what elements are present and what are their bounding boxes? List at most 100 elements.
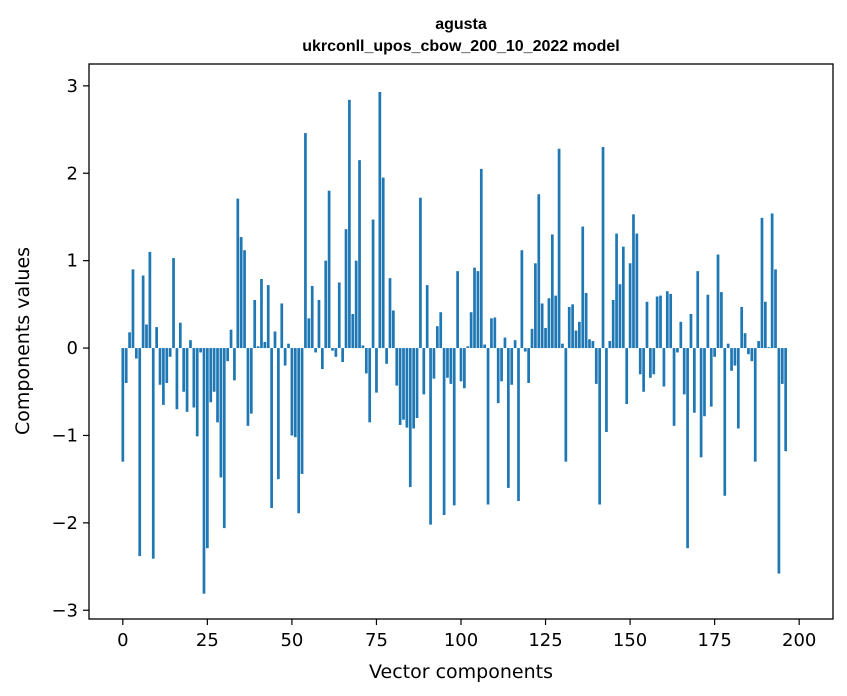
- bar: [561, 343, 564, 349]
- bar: [233, 348, 236, 381]
- bar: [743, 333, 747, 349]
- bar: [290, 348, 294, 436]
- bar: [141, 275, 145, 349]
- bar: [713, 348, 716, 357]
- bar: [128, 332, 131, 349]
- bar: [249, 348, 253, 414]
- bar: [236, 198, 240, 349]
- bar: [720, 292, 723, 349]
- bar: [277, 348, 280, 480]
- bar: [422, 348, 426, 395]
- bar: [473, 267, 476, 349]
- bar: [463, 348, 466, 389]
- bar: [709, 348, 713, 407]
- bar: [199, 348, 202, 353]
- bar: [706, 294, 710, 349]
- bar: [692, 348, 696, 413]
- bar: [645, 301, 649, 349]
- bar: [611, 299, 615, 349]
- bar: [206, 348, 209, 549]
- y-tick-label: 1: [67, 251, 78, 272]
- bar: [625, 348, 629, 404]
- bar: [517, 348, 520, 502]
- bar: [354, 260, 358, 349]
- bar: [364, 348, 368, 374]
- bar: [138, 348, 142, 557]
- bar: [432, 348, 436, 379]
- bar: [750, 348, 754, 362]
- y-tick-label: −3: [51, 600, 78, 621]
- bar: [635, 233, 639, 349]
- bar: [398, 348, 402, 425]
- bar: [402, 348, 405, 420]
- bar: [415, 348, 419, 418]
- bar: [723, 348, 727, 496]
- bar: [784, 348, 788, 452]
- bar: [672, 348, 676, 426]
- bar: [638, 348, 642, 375]
- bar: [605, 348, 608, 432]
- bar: [676, 348, 679, 353]
- bar: [260, 279, 263, 349]
- bar: [540, 303, 544, 349]
- bar: [435, 326, 439, 349]
- bar: [767, 347, 771, 349]
- x-tick-label: 50: [280, 630, 303, 651]
- bar: [246, 348, 250, 426]
- bar: [726, 343, 730, 349]
- y-axis-ticks: −3 −2 −1 0 1 2 3: [51, 76, 89, 621]
- bar: [351, 313, 355, 349]
- bar: [659, 295, 662, 349]
- chart-title-line2: ukrconll_upos_cbow_200_10_2022 model: [302, 38, 619, 55]
- bar: [655, 296, 659, 349]
- bar: [412, 348, 416, 429]
- bar: [632, 214, 635, 349]
- y-tick-label: −1: [51, 425, 78, 446]
- chart-title-line1: agusta: [435, 16, 487, 33]
- bar: [510, 348, 514, 385]
- bar: [452, 348, 456, 506]
- bar: [696, 271, 700, 349]
- bar: [730, 348, 733, 371]
- bar: [419, 197, 422, 349]
- bar: [189, 340, 192, 349]
- x-tick-label: 0: [117, 630, 128, 651]
- x-tick-label: 75: [365, 630, 388, 651]
- bar: [770, 213, 774, 349]
- bar: [550, 234, 554, 349]
- bar: [777, 348, 781, 574]
- bar: [307, 318, 311, 349]
- bar: [337, 282, 341, 349]
- bar: [736, 348, 740, 429]
- bar: [456, 271, 459, 349]
- bar: [385, 348, 388, 364]
- bar: [747, 348, 750, 355]
- bar: [222, 348, 226, 529]
- bar: [226, 348, 230, 362]
- bar: [621, 246, 625, 349]
- bar: [764, 301, 767, 349]
- bar: [520, 250, 524, 349]
- bar: [446, 348, 449, 378]
- bar: [280, 303, 284, 349]
- bar: [216, 348, 219, 423]
- bar: [341, 348, 344, 363]
- bar: [348, 99, 351, 349]
- bar: [449, 348, 453, 384]
- x-tick-label: 100: [444, 630, 478, 651]
- bar: [324, 260, 328, 349]
- bar: [493, 317, 497, 349]
- y-tick-label: 3: [67, 76, 78, 97]
- bar: [121, 348, 125, 462]
- bar: [591, 341, 595, 349]
- bar: [578, 321, 581, 349]
- bar: [530, 328, 534, 349]
- bar: [239, 237, 243, 349]
- plot-area-frame: [88, 63, 834, 620]
- bar: [469, 312, 473, 349]
- bar: [459, 348, 463, 382]
- bar: [408, 348, 412, 488]
- bar: [175, 348, 179, 410]
